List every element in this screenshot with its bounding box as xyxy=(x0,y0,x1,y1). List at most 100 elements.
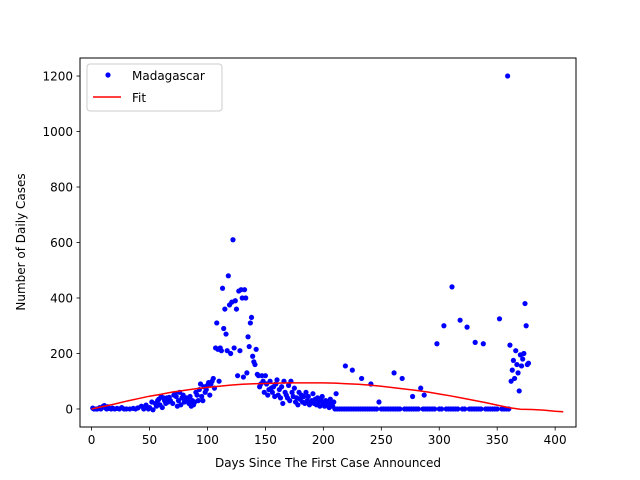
data-point xyxy=(180,392,186,398)
data-point xyxy=(520,356,526,362)
data-point xyxy=(175,398,182,404)
data-point xyxy=(159,404,165,411)
data-point xyxy=(280,400,286,407)
data-point xyxy=(342,363,348,369)
data-point xyxy=(248,314,255,321)
data-point xyxy=(150,407,156,413)
data-point xyxy=(237,348,243,354)
data-point xyxy=(245,334,251,340)
data-point xyxy=(480,341,486,347)
data-point xyxy=(173,393,179,400)
data-point xyxy=(359,375,365,382)
y-tick-label: 600 xyxy=(50,236,73,250)
data-point xyxy=(207,392,213,398)
data-point xyxy=(462,406,468,412)
data-point xyxy=(230,237,236,243)
data-point xyxy=(244,370,250,376)
x-tick-label: 300 xyxy=(428,433,451,447)
legend: Madagascar Fit xyxy=(86,63,223,112)
data-point xyxy=(199,393,205,400)
data-point xyxy=(391,370,397,376)
x-tick-label: 50 xyxy=(142,433,157,447)
x-tick-label: 0 xyxy=(88,433,96,447)
data-point xyxy=(397,406,403,412)
data-point xyxy=(197,381,204,387)
data-point xyxy=(231,345,237,351)
data-point xyxy=(277,395,284,401)
data-point xyxy=(505,73,511,79)
data-point xyxy=(235,373,241,379)
data-point xyxy=(449,284,455,290)
x-tick-label: 200 xyxy=(312,433,335,447)
data-point xyxy=(224,348,230,354)
data-point xyxy=(331,399,337,405)
data-point xyxy=(523,323,529,329)
data-point xyxy=(303,389,309,395)
data-point xyxy=(269,389,275,395)
data-point xyxy=(421,392,427,398)
data-point xyxy=(438,406,445,412)
x-tick-label: 250 xyxy=(370,433,393,447)
data-point xyxy=(289,389,295,395)
data-point xyxy=(305,393,311,400)
data-point xyxy=(441,323,447,329)
data-point xyxy=(415,406,421,412)
y-tick-label: 0 xyxy=(65,402,73,416)
data-point xyxy=(515,370,521,376)
x-tick-label: 150 xyxy=(254,433,277,447)
data-point xyxy=(310,391,316,397)
x-tick-label: 100 xyxy=(196,433,219,447)
legend-marker-madagascar xyxy=(105,72,111,78)
y-tick-label: 200 xyxy=(50,347,73,361)
data-point xyxy=(218,348,224,354)
data-point xyxy=(228,350,234,357)
data-point xyxy=(187,393,193,400)
data-point xyxy=(233,306,240,312)
data-point xyxy=(514,361,520,368)
fit-line xyxy=(91,382,564,413)
data-point xyxy=(195,398,201,404)
data-point xyxy=(260,378,266,384)
data-point xyxy=(216,378,222,384)
data-layer xyxy=(90,73,564,413)
data-point xyxy=(494,406,500,412)
data-point xyxy=(250,353,256,359)
data-point xyxy=(418,385,424,391)
data-point xyxy=(510,357,517,364)
data-point xyxy=(432,406,438,412)
data-point xyxy=(246,343,252,350)
data-point xyxy=(200,398,206,404)
data-point xyxy=(225,273,231,279)
data-point xyxy=(496,316,503,322)
data-point xyxy=(194,392,200,398)
data-point xyxy=(521,350,527,357)
data-point xyxy=(210,375,216,382)
data-point xyxy=(261,389,267,395)
data-point xyxy=(511,375,518,382)
data-point xyxy=(513,348,519,354)
data-point xyxy=(291,385,297,391)
data-point xyxy=(221,325,227,332)
y-tick-label: 800 xyxy=(50,181,73,195)
data-point xyxy=(286,382,292,388)
data-point xyxy=(327,396,333,402)
data-point xyxy=(295,402,301,408)
data-point xyxy=(214,320,220,326)
legend-label-madagascar: Madagascar xyxy=(132,69,205,83)
data-point xyxy=(301,393,307,400)
data-point xyxy=(434,341,440,347)
data-point xyxy=(509,367,515,373)
data-point xyxy=(374,406,380,412)
data-point xyxy=(410,393,416,400)
data-point xyxy=(507,342,513,348)
data-point xyxy=(399,375,405,382)
x-axis-ticks: 0 50 100 150 200 250 300 350 400 xyxy=(88,427,567,447)
data-point xyxy=(516,388,522,394)
data-point xyxy=(314,395,321,401)
data-point xyxy=(464,324,470,330)
y-tick-label: 1200 xyxy=(42,70,73,84)
legend-label-fit: Fit xyxy=(132,91,146,105)
data-point xyxy=(317,403,323,409)
y-tick-label: 1000 xyxy=(42,125,73,139)
legend-box xyxy=(86,63,223,112)
